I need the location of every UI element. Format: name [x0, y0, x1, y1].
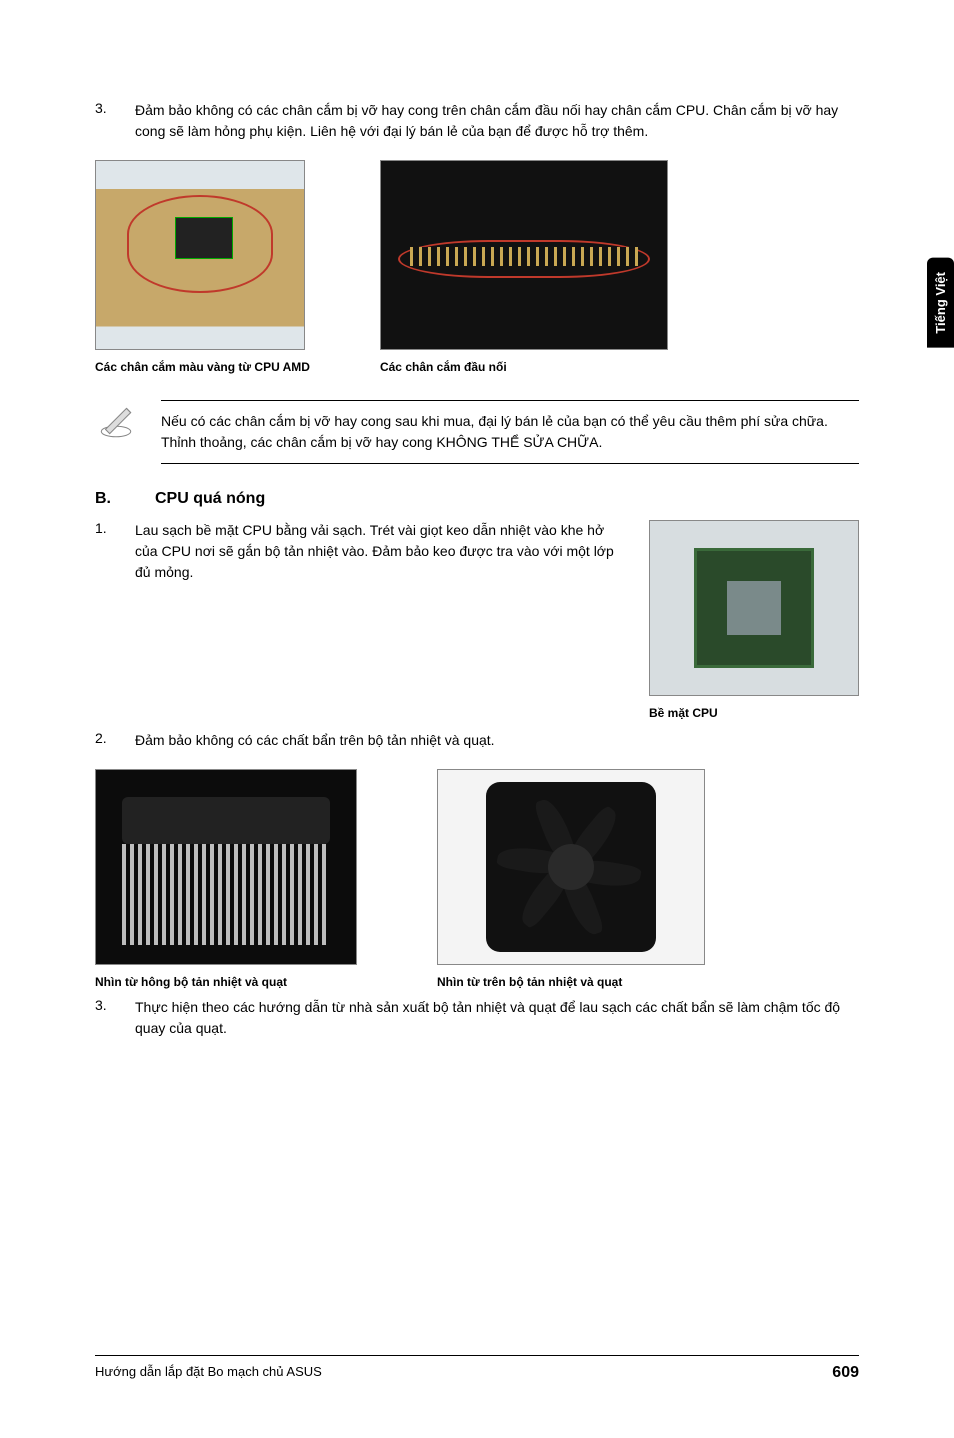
- figure-connector-pins: [380, 160, 668, 350]
- page-content: 3. Đảm bảo không có các chân cắm bị vỡ h…: [0, 0, 954, 1438]
- list-item: 3. Thực hiện theo các hướng dẫn từ nhà s…: [95, 997, 859, 1039]
- two-column-row: 1. Lau sạch bề mặt CPU bằng vải sạch. Tr…: [95, 520, 859, 720]
- section-heading: B. CPU quá nóng: [95, 490, 859, 508]
- note-text: Nếu có các chân cắm bị vỡ hay cong sau k…: [161, 400, 859, 464]
- page-number: 609: [832, 1364, 859, 1382]
- item-number: 3.: [95, 997, 135, 1039]
- list-item: 3. Đảm bảo không có các chân cắm bị vỡ h…: [95, 100, 859, 142]
- list-item: 2. Đảm bảo không có các chất bẩn trên bộ…: [95, 730, 859, 751]
- item-number: 2.: [95, 730, 135, 751]
- item-text: Đảm bảo không có các chân cắm bị vỡ hay …: [135, 100, 859, 142]
- list-item: 1. Lau sạch bề mặt CPU bằng vải sạch. Tr…: [95, 520, 621, 583]
- item-text: Lau sạch bề mặt CPU bằng vải sạch. Trét …: [135, 520, 621, 583]
- page-footer: Hướng dẫn lắp đặt Bo mạch chủ ASUS 609: [95, 1355, 859, 1382]
- figure-caption: Bề mặt CPU: [649, 706, 859, 720]
- figure-heatsink-side: [95, 769, 357, 965]
- figure-caption: Nhìn từ trên bộ tản nhiệt và quạt: [437, 975, 705, 989]
- figure-cpu-amd-pins: [95, 160, 305, 350]
- footer-text: Hướng dẫn lắp đặt Bo mạch chủ ASUS: [95, 1364, 322, 1382]
- figure-fan-top: [437, 769, 705, 965]
- figure-row: Các chân cắm màu vàng từ CPU AMD Các châ…: [95, 160, 859, 374]
- section-label: B.: [95, 490, 155, 508]
- item-number: 3.: [95, 100, 135, 142]
- figure-caption: Các chân cắm đầu nối: [380, 360, 668, 374]
- note-block: Nếu có các chân cắm bị vỡ hay cong sau k…: [95, 400, 859, 464]
- section-title: CPU quá nóng: [155, 490, 265, 508]
- item-text: Đảm bảo không có các chất bẩn trên bộ tả…: [135, 730, 859, 751]
- item-text: Thực hiện theo các hướng dẫn từ nhà sản …: [135, 997, 859, 1039]
- note-icon: [95, 400, 137, 464]
- figure-caption: Các chân cắm màu vàng từ CPU AMD: [95, 360, 310, 374]
- figure-cpu-surface: [649, 520, 859, 696]
- item-number: 1.: [95, 520, 135, 583]
- figure-caption: Nhìn từ hông bộ tản nhiệt và quạt: [95, 975, 357, 989]
- figure-row: Nhìn từ hông bộ tản nhiệt và quạt Nhìn t…: [95, 769, 859, 989]
